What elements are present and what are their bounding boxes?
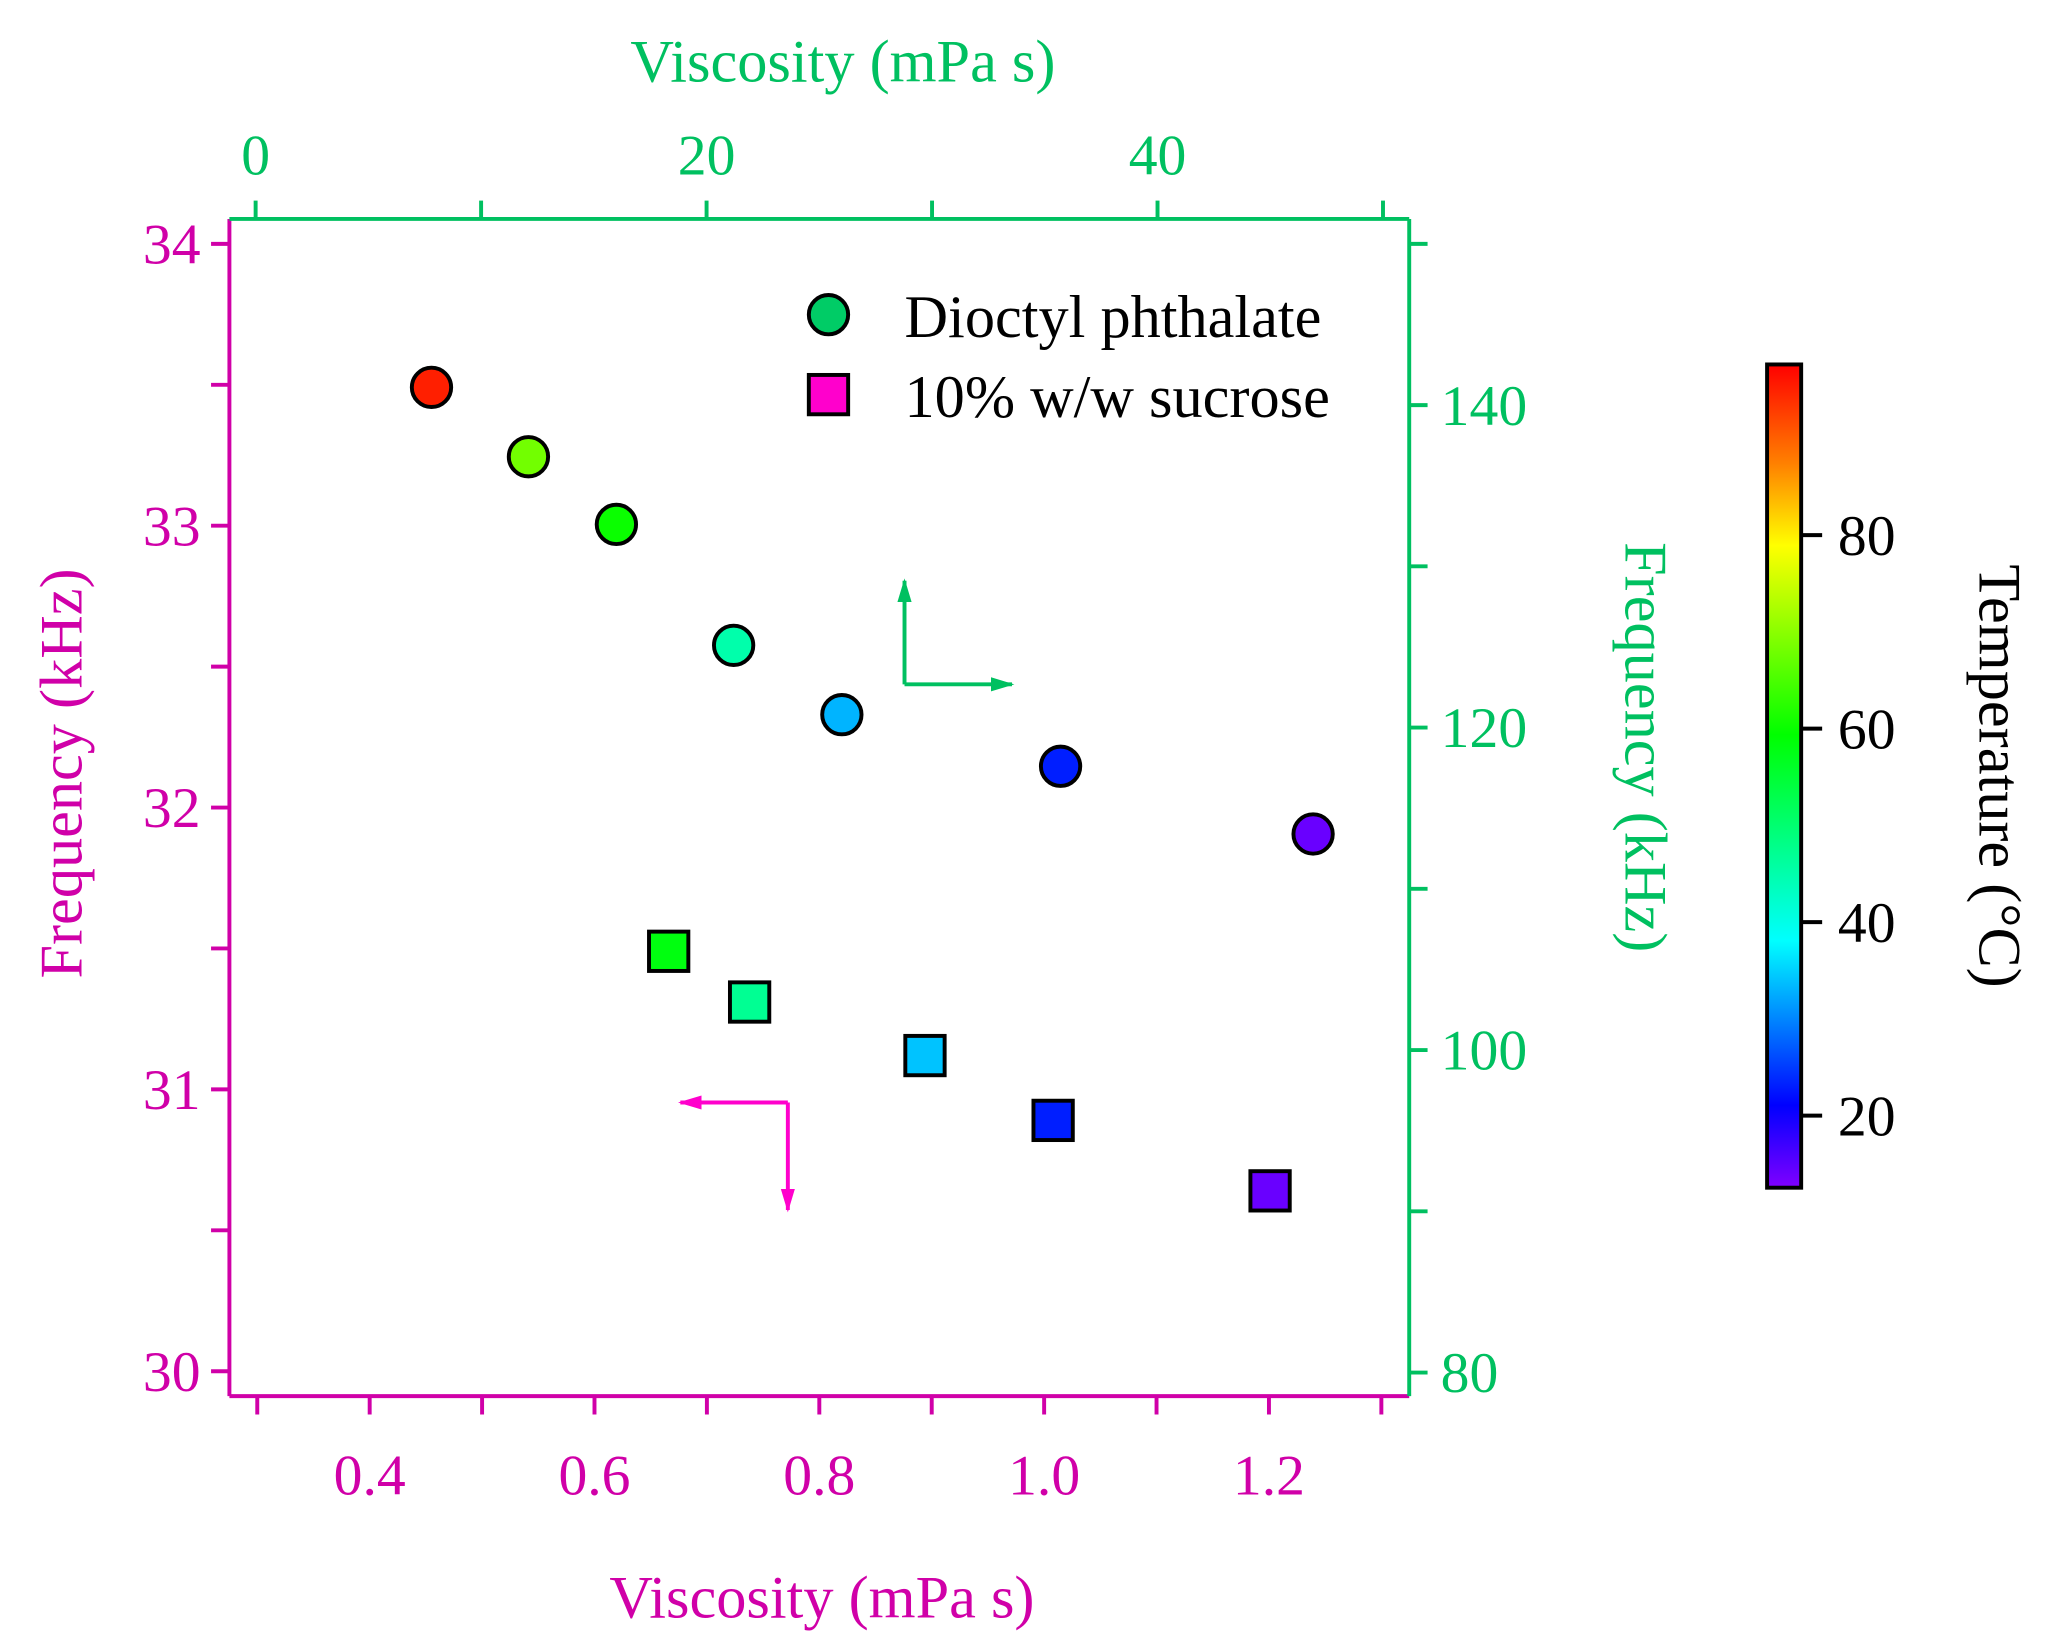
top-tick-label: 40 [1129, 124, 1187, 187]
legend-label-dioctyl-phthalate: Dioctyl phthalate [905, 284, 1322, 351]
colorbar-label: Temperature (°C) [1965, 564, 2032, 987]
legend: Dioctyl phthalate 10% w/w sucrose [806, 284, 1330, 431]
legend-square-marker [806, 372, 851, 417]
left-tick-label: 33 [143, 495, 201, 558]
dioctyl-phthalate-point [820, 693, 864, 737]
dioctyl-phthalate-point [506, 435, 551, 479]
sucrose-point [647, 929, 691, 973]
right-tick-label: 100 [1441, 1020, 1527, 1083]
legend-label-sucrose: 10% w/w sucrose [905, 364, 1330, 431]
top-axis-label: Viscosity (mPa s) [630, 28, 1055, 95]
dioctyl-phthalate-point [712, 623, 756, 667]
sucrose-point [903, 1033, 947, 1078]
right-tick-label: 120 [1441, 697, 1527, 760]
bottom-tick-label: 1.0 [1008, 1444, 1080, 1507]
dioctyl-phthalate-point [1038, 744, 1083, 788]
legend-circle-marker [806, 293, 851, 337]
left-axis-label: Frequency (kHz) [28, 568, 95, 978]
colorbar-tick-label: 60 [1838, 698, 1896, 761]
sucrose-point [1031, 1098, 1075, 1143]
green-axis-arrow [897, 578, 1015, 692]
bottom-tick-label: 1.2 [1233, 1444, 1305, 1507]
left-tick-label: 32 [143, 777, 201, 840]
top-tick-label: 0 [241, 124, 270, 187]
right-tick-label: 140 [1441, 375, 1527, 438]
sucrose-point [727, 980, 772, 1024]
bottom-tick-label: 0.6 [558, 1444, 630, 1507]
right-axis-label: Frequency (kHz) [1612, 542, 1679, 952]
dioctyl-phthalate-point [1291, 812, 1335, 856]
colorbar-tick-label: 20 [1838, 1085, 1896, 1148]
left-tick-label: 31 [143, 1059, 201, 1122]
data-points [409, 365, 1335, 1213]
sucrose-point [1248, 1169, 1292, 1213]
colorbar-ticks: 20 40 60 80 [1801, 505, 1896, 1148]
left-tick-label: 30 [143, 1341, 201, 1404]
magenta-axis-arrow [677, 1095, 795, 1213]
colorbar [1765, 362, 1804, 1190]
bottom-tick-label: 0.8 [783, 1444, 855, 1507]
dioctyl-phthalate-point [409, 365, 454, 409]
top-tick-label: 20 [678, 124, 736, 187]
bottom-axis-label: Viscosity (mPa s) [609, 1565, 1034, 1632]
axes: 0.4 0.6 0.8 1.0 1.2 30 31 32 33 34 0 20 40 80 100 120 14… [143, 124, 1527, 1507]
colorbar-tick-label: 80 [1838, 505, 1896, 568]
right-tick-label: 80 [1441, 1342, 1499, 1405]
bottom-tick-label: 0.4 [334, 1444, 406, 1507]
dioctyl-phthalate-point [594, 502, 639, 547]
left-tick-label: 34 [143, 214, 201, 277]
colorbar-tick-label: 40 [1838, 892, 1896, 955]
